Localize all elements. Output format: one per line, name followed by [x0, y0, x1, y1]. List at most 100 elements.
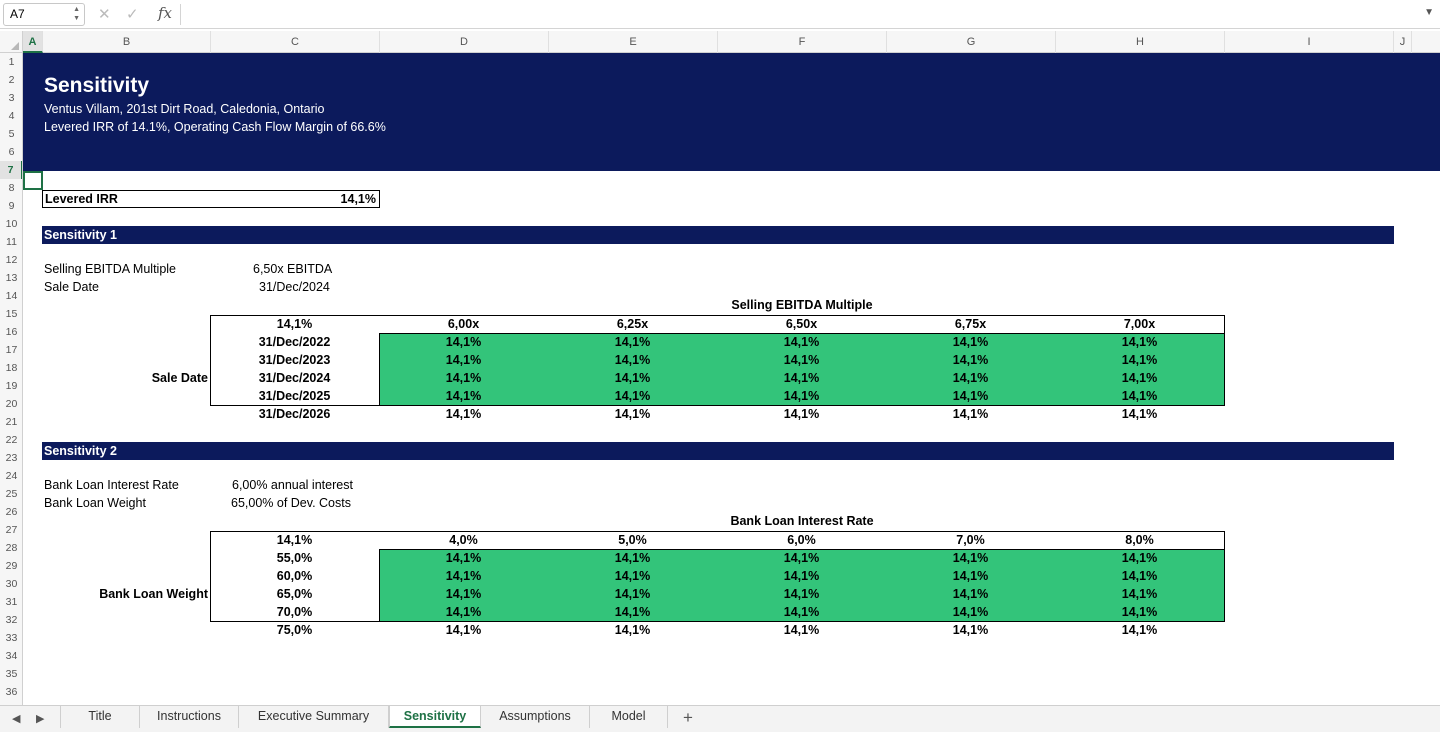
row-header-value[interactable]: 31/Dec/2025	[258, 389, 331, 403]
table-cell[interactable]: 14,1%	[1121, 587, 1158, 601]
row-header[interactable]: 22	[5, 434, 18, 446]
row-header[interactable]: 32	[5, 614, 18, 626]
column-header-value[interactable]: 6,50x	[785, 317, 818, 331]
row-header[interactable]: 5	[8, 128, 15, 140]
table-cell[interactable]: 14,1%	[614, 605, 651, 619]
table-cell[interactable]: 14,1%	[445, 353, 482, 367]
column-header-value[interactable]: 6,0%	[787, 533, 816, 547]
table-cell[interactable]: 14,1%	[783, 407, 820, 421]
chevron-down-icon[interactable]: ▼	[1424, 7, 1434, 18]
table-cell[interactable]: 14,1%	[1121, 371, 1158, 385]
tab-model[interactable]: Model	[590, 706, 668, 728]
row-header-value[interactable]: 31/Dec/2022	[258, 335, 331, 349]
row-header[interactable]: 35	[5, 668, 18, 680]
table-cell[interactable]: 14,1%	[614, 407, 651, 421]
row-header[interactable]: 36	[5, 686, 18, 698]
table-cell[interactable]: 14,1%	[445, 605, 482, 619]
tab-assumptions[interactable]: Assumptions	[481, 706, 590, 728]
table-cell[interactable]: 14,1%	[952, 587, 989, 601]
table-cell[interactable]: 14,1%	[1121, 389, 1158, 403]
table-cell[interactable]: 14,1%	[952, 335, 989, 349]
add-sheet-button[interactable]: +	[683, 708, 693, 727]
param-value[interactable]: 6,50x EBITDA	[253, 262, 333, 276]
row-header[interactable]: 7	[0, 161, 22, 179]
table-cell[interactable]: 14,1%	[1121, 551, 1158, 565]
tab-sensitivity[interactable]: Sensitivity	[389, 706, 481, 728]
param-value[interactable]: 6,00% annual interest	[232, 478, 353, 492]
table-cell[interactable]: 14,1%	[1121, 335, 1158, 349]
table-cell[interactable]: 14,1%	[783, 587, 820, 601]
row-header[interactable]: 10	[5, 218, 18, 230]
row-header[interactable]: 17	[5, 344, 18, 356]
row-header[interactable]: 26	[5, 506, 18, 518]
table-cell[interactable]: 14,1%	[445, 569, 482, 583]
table-cell[interactable]: 14,1%	[445, 335, 482, 349]
cancel-icon[interactable]: ✕	[98, 6, 111, 23]
row-header[interactable]: 16	[5, 326, 18, 338]
column-header-value[interactable]: 7,00x	[1123, 317, 1156, 331]
table-cell[interactable]: 14,1%	[614, 623, 651, 637]
row-header[interactable]: 6	[8, 146, 15, 158]
tab-title[interactable]: Title	[60, 706, 140, 728]
table-corner-value[interactable]: 14,1%	[276, 317, 313, 331]
table-cell[interactable]: 14,1%	[783, 569, 820, 583]
row-header[interactable]: 29	[5, 560, 18, 572]
row-header[interactable]: 1	[8, 56, 15, 68]
column-header-i[interactable]: I	[1225, 31, 1394, 53]
table-cell[interactable]: 14,1%	[952, 371, 989, 385]
column-header-c[interactable]: C	[211, 31, 380, 53]
row-header[interactable]: 20	[5, 398, 18, 410]
row-header[interactable]: 30	[5, 578, 18, 590]
row-header[interactable]: 13	[5, 272, 18, 284]
levered-irr-value[interactable]: 14,1%	[340, 192, 376, 206]
column-header-f[interactable]: F	[718, 31, 887, 53]
table-cell[interactable]: 14,1%	[614, 569, 651, 583]
table-cell[interactable]: 14,1%	[1121, 623, 1158, 637]
table-cell[interactable]: 14,1%	[952, 407, 989, 421]
row-header-value[interactable]: 31/Dec/2023	[258, 353, 331, 367]
row-header[interactable]: 24	[5, 470, 18, 482]
row-header[interactable]: 15	[5, 308, 18, 320]
param-value[interactable]: 31/Dec/2024	[259, 280, 330, 294]
confirm-icon[interactable]: ✓	[126, 6, 139, 23]
row-header[interactable]: 12	[5, 254, 18, 266]
table-cell[interactable]: 14,1%	[445, 623, 482, 637]
selected-cell-a7[interactable]	[23, 171, 43, 190]
row-header-value[interactable]: 31/Dec/2024	[258, 371, 331, 385]
column-header-h[interactable]: H	[1056, 31, 1225, 53]
row-header[interactable]: 8	[8, 182, 15, 194]
table-cell[interactable]: 14,1%	[614, 551, 651, 565]
row-header[interactable]: 4	[8, 110, 15, 122]
table-cell[interactable]: 14,1%	[614, 371, 651, 385]
row-header[interactable]: 25	[5, 488, 18, 500]
table-cell[interactable]: 14,1%	[1121, 569, 1158, 583]
row-header[interactable]: 3	[8, 92, 15, 104]
table-cell[interactable]: 14,1%	[614, 587, 651, 601]
name-box[interactable]: A7 ▲ ▼	[3, 3, 85, 26]
row-header[interactable]: 23	[5, 452, 18, 464]
column-header-value[interactable]: 5,0%	[618, 533, 647, 547]
table-cell[interactable]: 14,1%	[445, 587, 482, 601]
table-cell[interactable]: 14,1%	[952, 623, 989, 637]
row-header[interactable]: 19	[5, 380, 18, 392]
row-header[interactable]: 2	[8, 74, 15, 86]
select-all-corner[interactable]	[0, 31, 23, 53]
row-header[interactable]: 11	[6, 236, 17, 248]
table-cell[interactable]: 14,1%	[1121, 353, 1158, 367]
param-value[interactable]: 65,00% of Dev. Costs	[231, 496, 351, 510]
prev-sheet-icon[interactable]: ◀	[12, 713, 21, 725]
next-sheet-icon[interactable]: ▶	[36, 713, 45, 725]
row-header[interactable]: 27	[5, 524, 18, 536]
table-cell[interactable]: 14,1%	[445, 371, 482, 385]
name-box-stepper-icon[interactable]: ▲ ▼	[73, 6, 80, 22]
table-cell[interactable]: 14,1%	[952, 605, 989, 619]
column-header-b[interactable]: B	[43, 31, 211, 53]
table-cell[interactable]: 14,1%	[952, 353, 989, 367]
row-header[interactable]: 18	[5, 362, 18, 374]
column-header-value[interactable]: 6,00x	[447, 317, 480, 331]
table-cell[interactable]: 14,1%	[783, 371, 820, 385]
table-cell[interactable]: 14,1%	[952, 551, 989, 565]
table-cell[interactable]: 14,1%	[445, 389, 482, 403]
row-header[interactable]: 9	[8, 200, 15, 212]
table-cell[interactable]: 14,1%	[1121, 407, 1158, 421]
